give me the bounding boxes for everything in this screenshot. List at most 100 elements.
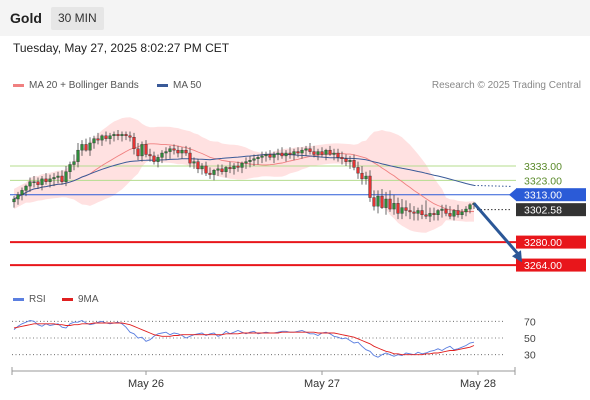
candle-body-48	[204, 165, 208, 174]
candle-body-70	[292, 151, 296, 155]
candle-body-31	[136, 148, 140, 157]
candle-body-79	[328, 149, 332, 155]
forecast-arrow-head	[512, 250, 522, 263]
candle-body-60	[252, 158, 256, 161]
candle-body-71	[296, 151, 300, 154]
candle-body-28	[124, 134, 128, 136]
candle-body-43	[184, 149, 188, 154]
candle-body-100	[412, 211, 416, 214]
x-tick-label-1: May 27	[304, 378, 340, 390]
candle-body-108	[444, 208, 448, 214]
candle-body-36	[156, 157, 160, 162]
level-label-bg-5	[516, 258, 586, 272]
candle-body-29	[128, 135, 132, 138]
candle-body-66	[276, 152, 280, 155]
candle-body-86	[356, 167, 360, 174]
level-label-bg-3	[516, 203, 586, 217]
candle-body-112	[460, 211, 464, 216]
candle-body-10	[52, 177, 56, 180]
legend-ma50-label: MA 50	[173, 80, 202, 91]
candle-body-64	[268, 154, 272, 158]
x-tick-label-2: May 28	[460, 378, 496, 390]
legend-ma20-swatch	[13, 83, 24, 87]
candle-body-90	[372, 197, 376, 207]
candle-body-13	[64, 171, 68, 182]
candle-body-44	[188, 152, 192, 164]
rsi-tick-label-1: 50	[524, 333, 536, 345]
legend-9ma-label: 9MA	[78, 294, 99, 305]
candle-body-1	[16, 194, 20, 200]
candle-body-26	[116, 134, 120, 136]
candle-body-11	[56, 175, 60, 178]
candle-body-96	[396, 203, 400, 214]
candle-body-53	[224, 167, 228, 172]
candle-body-54	[228, 167, 232, 170]
candle-body-114	[468, 204, 472, 210]
candle-body-37	[160, 152, 164, 158]
candle-body-104	[428, 213, 432, 217]
candle-body-40	[172, 148, 176, 151]
candle-body-73	[304, 148, 308, 151]
candle-body-80	[332, 152, 336, 155]
candle-body-101	[416, 210, 420, 214]
rsi-line	[13, 319, 475, 358]
candle-body-33	[144, 144, 148, 155]
candle-body-2	[20, 190, 24, 195]
level-label-0: 3333.00	[524, 161, 562, 173]
candle-body-77	[320, 151, 324, 155]
candle-body-94	[388, 198, 392, 210]
candle-body-6	[36, 181, 40, 185]
legend-rsi: RSI	[13, 294, 46, 305]
candle-body-88	[364, 175, 368, 180]
candle-body-107	[440, 208, 444, 211]
legend-ma50-swatch	[157, 83, 168, 87]
level-label-5: 3264.00	[524, 260, 562, 272]
candle-body-46	[196, 161, 200, 170]
legend-9ma: 9MA	[62, 294, 99, 305]
timeframe-button[interactable]: 30 MIN	[51, 7, 104, 30]
level-label-2: 3313.00	[524, 190, 562, 202]
candle-body-27	[120, 134, 124, 136]
candle-body-34	[148, 154, 152, 157]
ma50-line	[13, 153, 475, 200]
candle-body-42	[180, 149, 184, 154]
candle-body-113	[464, 208, 468, 213]
candle-body-57	[240, 162, 244, 168]
candle-body-63	[264, 154, 268, 157]
x-tick-label-0: May 26	[128, 378, 164, 390]
candle-body-9	[48, 178, 52, 182]
level-label-4: 3280.00	[524, 237, 562, 249]
candle-body-95	[392, 203, 396, 210]
legend-ma20-label: MA 20 + Bollinger Bands	[29, 80, 139, 91]
candle-body-38	[164, 151, 168, 154]
candle-body-30	[132, 137, 136, 149]
candle-body-84	[348, 160, 352, 162]
rsi-tick-label-0: 70	[524, 316, 536, 328]
candle-body-14	[68, 164, 72, 172]
rsi-tick-label-2: 30	[524, 350, 536, 362]
candle-body-92	[380, 195, 384, 208]
candle-body-15	[72, 161, 76, 165]
candle-body-19	[88, 142, 92, 151]
level-label-bg-2	[516, 188, 586, 202]
candle-body-49	[208, 172, 212, 175]
candle-body-110	[452, 210, 456, 217]
candle-body-3	[24, 185, 28, 191]
candle-body-51	[216, 168, 220, 171]
candle-body-24	[108, 135, 112, 139]
candle-body-20	[92, 138, 96, 144]
candle-body-17	[80, 144, 84, 151]
level-label-bg-4	[516, 235, 586, 249]
candle-body-97	[400, 207, 404, 214]
candle-body-98	[404, 207, 408, 211]
candle-body-72	[300, 149, 304, 154]
candle-body-61	[256, 157, 260, 159]
candle-body-21	[96, 138, 100, 141]
level-label-pointer-2	[509, 188, 516, 201]
candle-body-78	[324, 149, 328, 155]
candle-body-18	[84, 144, 88, 151]
candle-body-103	[424, 214, 428, 217]
candle-body-105	[432, 213, 436, 215]
legend-ma20: MA 20 + Bollinger Bands	[13, 80, 139, 91]
